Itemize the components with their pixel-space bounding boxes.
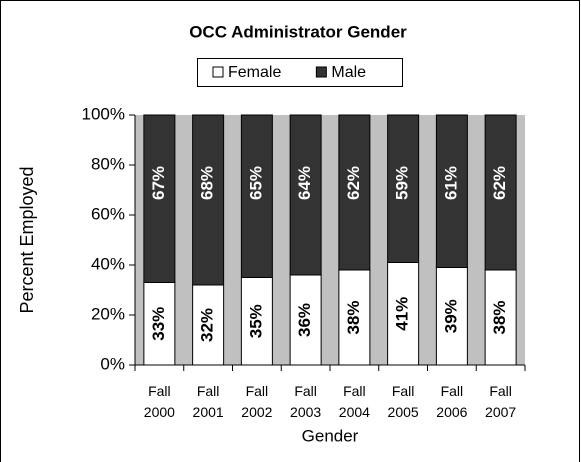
y-tick-label: 0% [100, 354, 125, 373]
legend-label: Female [228, 64, 281, 81]
y-tick-label: 40% [91, 254, 125, 273]
bar-segment [240, 277, 273, 366]
data-label: 36% [295, 303, 314, 337]
y-axis-label: Percent Employed [17, 166, 37, 313]
x-tick-label: Fall 2005 [388, 383, 419, 420]
y-tick-label: 60% [91, 204, 125, 223]
data-label: 33% [149, 307, 168, 341]
x-tick-label: Fall 2001 [193, 383, 224, 420]
chart-title: OCC Administrator Gender [189, 22, 407, 41]
bar-segment [338, 269, 371, 366]
data-label: 68% [198, 166, 217, 200]
data-label: 41% [393, 297, 412, 331]
bar-segment [192, 114, 225, 286]
legend-swatch [212, 66, 224, 78]
bar-segment [338, 114, 371, 271]
x-axis-label: Gender [302, 426, 359, 445]
data-label: 39% [441, 299, 460, 333]
y-tick-label: 80% [91, 154, 125, 173]
data-label: 64% [295, 166, 314, 200]
data-label: 62% [490, 166, 509, 200]
legend-box [197, 58, 403, 87]
bar-segment [387, 114, 420, 263]
bar-segment [289, 114, 322, 276]
bar-segment [143, 282, 176, 366]
data-label: 32% [198, 308, 217, 342]
bar-segment [484, 269, 517, 366]
data-label: 35% [246, 304, 265, 338]
data-label: 59% [393, 166, 412, 200]
legend-swatch [315, 66, 327, 78]
x-tick-label: Fall 2000 [144, 383, 175, 420]
bar-segment [435, 267, 468, 366]
legend-label: Male [331, 64, 366, 81]
bar-segment [289, 274, 322, 366]
x-tick-label: Fall 2004 [339, 383, 370, 420]
data-label: 62% [344, 166, 363, 200]
y-tick-label: 100% [82, 104, 125, 123]
bar-segment [192, 284, 225, 366]
x-tick-label: Fall 2003 [290, 383, 321, 420]
bar-segment [484, 114, 517, 271]
x-tick-label: Fall 2002 [241, 383, 272, 420]
data-label: 65% [246, 166, 265, 200]
y-tick-label: 20% [91, 304, 125, 323]
bar-segment [143, 114, 176, 283]
x-tick-label: Fall 2006 [436, 383, 467, 420]
data-label: 67% [149, 166, 168, 200]
bar-segment [435, 114, 468, 268]
data-label: 61% [441, 166, 460, 200]
x-tick-label: Fall 2007 [485, 383, 516, 420]
data-label: 38% [490, 300, 509, 334]
bar-segment [387, 262, 420, 366]
bar-segment [240, 114, 273, 278]
data-label: 38% [344, 300, 363, 334]
